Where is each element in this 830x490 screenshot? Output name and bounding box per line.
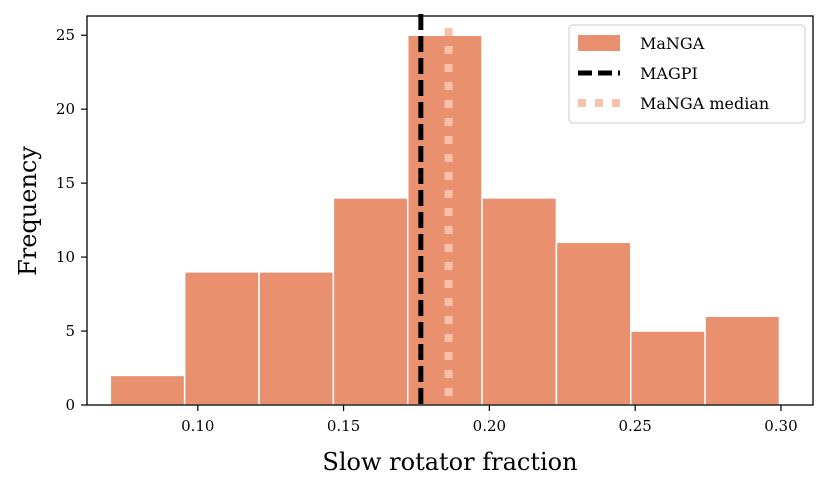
x-axis-ticks: 0.10 0.15 0.20 0.25 0.30 — [181, 405, 798, 435]
legend-box — [568, 24, 806, 124]
x-tick-label: 0.15 — [327, 417, 360, 435]
y-axis-ticks: 0 5 10 15 20 25 — [56, 26, 87, 414]
histogram-bar-8 — [630, 330, 706, 406]
y-tick-label: 20 — [56, 100, 75, 118]
histogram-bar-3 — [258, 271, 335, 406]
legend-label-manga: MaNGA — [640, 34, 705, 53]
histogram-bar-6 — [481, 197, 558, 406]
legend-label-magpi: MAGPI — [640, 64, 698, 83]
y-tick-label: 0 — [65, 396, 75, 414]
y-axis-label: Frequency — [14, 146, 42, 276]
x-axis-label: Slow rotator fraction — [322, 448, 577, 476]
bars-layer — [109, 34, 781, 406]
y-tick-label: 15 — [56, 174, 75, 192]
histogram-bar-9 — [704, 315, 781, 406]
histogram-bar-4 — [332, 197, 409, 406]
legend-swatch-manga — [578, 35, 620, 51]
y-tick-label: 25 — [56, 26, 75, 44]
histogram-bar-2 — [183, 271, 260, 406]
histogram-bar-1 — [109, 374, 186, 406]
y-tick-label: 5 — [65, 322, 75, 340]
x-tick-label: 0.25 — [618, 417, 651, 435]
x-tick-label: 0.20 — [473, 417, 506, 435]
x-tick-label: 0.10 — [181, 417, 214, 435]
x-tick-label: 0.30 — [764, 417, 797, 435]
y-tick-label: 10 — [56, 248, 75, 266]
legend-label-manga-median: MaNGA median — [640, 94, 769, 113]
legend: MaNGA MAGPI MaNGA median — [568, 24, 806, 124]
plot-frame — [86, 15, 814, 406]
histogram-bar-7 — [555, 241, 632, 406]
